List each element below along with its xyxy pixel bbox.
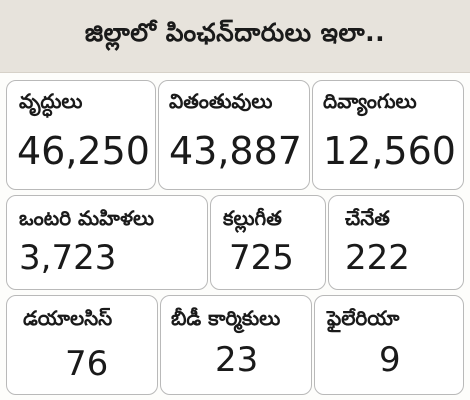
stat-value: 23 bbox=[215, 340, 259, 380]
stat-card-toddy-tappers: కల్లుగీత 725 bbox=[210, 195, 326, 290]
infographic-title: జిల్లాలో పింఛన్‌దారులు ఇలా.. bbox=[84, 18, 386, 47]
stat-value: 3,723 bbox=[19, 238, 117, 278]
stat-card-widows: వితంతువులు 43,887 bbox=[158, 80, 310, 190]
stat-card-filaria: ఫైలేరియా 9 bbox=[314, 295, 464, 395]
stat-label: డయాలసిస్ bbox=[23, 306, 113, 330]
stat-card-single-women: ఒంటరి మహిళలు 3,723 bbox=[6, 195, 208, 290]
stat-card-beedi-workers: బీడీ కార్మికులు 23 bbox=[160, 295, 312, 395]
stat-card-disabled: దివ్యాంగులు 12,560 bbox=[312, 80, 464, 190]
stat-label: చేనేత bbox=[345, 206, 390, 230]
stat-card-weavers: చేనేత 222 bbox=[328, 195, 464, 290]
title-banner: జిల్లాలో పింఛన్‌దారులు ఇలా.. bbox=[0, 0, 470, 73]
stat-label: వితంతువులు bbox=[169, 89, 273, 113]
stat-label: బీడీ కార్మికులు bbox=[171, 306, 281, 330]
stat-value: 12,560 bbox=[323, 129, 456, 173]
stat-label: దివ్యాంగులు bbox=[323, 89, 417, 113]
stat-value: 43,887 bbox=[169, 129, 302, 173]
stat-value: 9 bbox=[379, 340, 401, 380]
stat-value: 76 bbox=[65, 344, 109, 384]
stat-value: 46,250 bbox=[17, 129, 150, 173]
stat-label: ఒంటరి మహిళలు bbox=[19, 206, 155, 230]
stat-value: 222 bbox=[345, 238, 410, 278]
stat-label: ఫైలేరియా bbox=[327, 306, 400, 330]
stat-label: వృద్ధులు bbox=[19, 89, 83, 113]
stat-card-dialysis: డయాలసిస్ 76 bbox=[6, 295, 158, 395]
stat-value: 725 bbox=[229, 238, 294, 278]
stat-card-elderly: వృద్ధులు 46,250 bbox=[6, 80, 156, 190]
stat-label: కల్లుగీత bbox=[223, 206, 282, 230]
